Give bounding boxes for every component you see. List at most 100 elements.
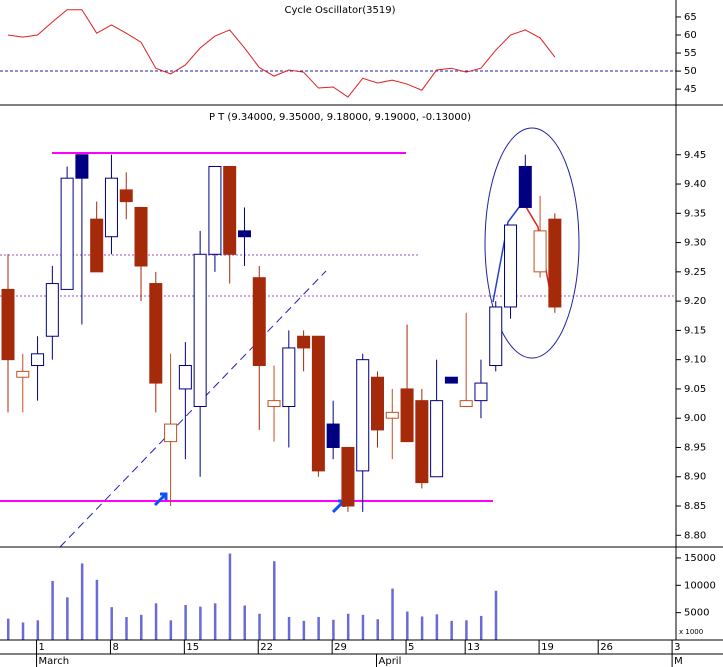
- volume-bar: [376, 619, 379, 640]
- y-tick-label: 8.90: [684, 472, 706, 483]
- marks: [1, 9, 562, 640]
- volume-bar: [7, 618, 10, 640]
- volume-bar: [346, 613, 350, 640]
- x-tick-label: 29: [334, 642, 347, 653]
- volume-bar: [140, 614, 143, 640]
- candle-body: [282, 347, 296, 407]
- candle-body: [119, 189, 133, 203]
- y-tick-label: 9.15: [684, 325, 706, 336]
- candle-body: [297, 335, 311, 349]
- candle-body: [45, 283, 59, 337]
- osc-line: [7, 9, 556, 98]
- x-tick-label: 1: [39, 642, 45, 653]
- volume-bar: [110, 607, 113, 640]
- y-tick-label: 8.85: [684, 501, 706, 512]
- y-tick-label: 55: [684, 48, 697, 59]
- volume-bar: [184, 604, 187, 640]
- month-label: M: [674, 656, 683, 667]
- x-tick-label: 5: [408, 642, 414, 653]
- x-tick-label: 15: [186, 642, 199, 653]
- volume-bar: [213, 603, 217, 640]
- candle-body: [400, 388, 414, 443]
- candle-body: [134, 206, 148, 267]
- volume-bar: [228, 553, 232, 640]
- volume-unit: x 1000: [679, 628, 703, 636]
- volume-bar: [36, 620, 40, 640]
- volume-bar: [494, 590, 498, 640]
- candle-body: [444, 376, 458, 384]
- y-tick-label: 9.35: [684, 208, 706, 219]
- candle-body: [533, 230, 547, 273]
- volume-bar: [302, 620, 306, 640]
- y-tick-label: 9.40: [684, 179, 706, 190]
- candle-body: [341, 446, 355, 507]
- y-tick-label: 9.10: [684, 355, 706, 366]
- volume-bar: [154, 603, 158, 640]
- volume-bar: [317, 617, 320, 640]
- trend-line: [59, 270, 327, 548]
- x-tick-label: 13: [467, 642, 480, 653]
- candle-body: [267, 400, 281, 407]
- candle-body: [75, 154, 89, 179]
- x-tick-label: 8: [112, 642, 118, 653]
- candle-body: [252, 277, 266, 367]
- volume-bar: [169, 620, 173, 640]
- volume-bar: [479, 615, 483, 640]
- y-tick-label: 8.80: [684, 530, 706, 541]
- x-tick-label: 22: [260, 642, 273, 653]
- month-label: March: [39, 656, 69, 667]
- volume-bar: [406, 611, 409, 640]
- price-title: P T (9.34000, 9.35000, 9.18000, 9.19000,…: [209, 112, 471, 123]
- volume-bar: [420, 616, 424, 640]
- candle-body: [385, 411, 399, 419]
- candle-body: [548, 218, 562, 308]
- y-tick-label: 45: [684, 84, 697, 95]
- volume-bar: [332, 619, 335, 640]
- volume-bar: [80, 563, 84, 640]
- candle-body: [474, 382, 488, 402]
- candle-body: [356, 359, 370, 472]
- y-tick-label: 9.25: [684, 267, 706, 278]
- y-tick-label: 9.05: [684, 384, 706, 395]
- candle-body: [164, 423, 178, 443]
- candle-body: [371, 376, 384, 431]
- candle-body: [149, 283, 163, 384]
- candle-body: [31, 353, 45, 367]
- y-tick-label: 15000: [684, 553, 716, 564]
- volume-bar: [243, 605, 246, 640]
- candle-body: [415, 400, 429, 484]
- volume-bar: [435, 614, 439, 640]
- volume-bar: [361, 614, 365, 640]
- volume-bar: [66, 597, 69, 640]
- highlight-ellipse: [484, 127, 580, 359]
- candle-body: [223, 165, 237, 255]
- candle-body: [489, 306, 503, 367]
- month-label: April: [379, 656, 402, 667]
- candle-body: [311, 335, 325, 472]
- candle-body: [430, 400, 444, 478]
- up-path: [492, 201, 524, 303]
- arrow: [153, 492, 168, 507]
- volume-bar: [21, 622, 25, 640]
- x-tick-label: 19: [541, 642, 554, 653]
- candle-body: [1, 288, 15, 361]
- y-tick-label: 9.30: [684, 238, 706, 249]
- x-tick-label: 3: [674, 642, 680, 653]
- volume-bar: [199, 606, 202, 640]
- y-tick-label: 8.95: [684, 442, 706, 453]
- down-path: [522, 201, 553, 303]
- volume-bar: [51, 580, 54, 640]
- y-tick-label: 9.00: [684, 413, 706, 424]
- candle-body: [104, 177, 118, 238]
- candle-body: [518, 165, 532, 208]
- candle-body: [237, 230, 251, 238]
- volume-bar: [258, 613, 261, 640]
- candle-body: [459, 400, 473, 407]
- candle-body: [208, 165, 222, 255]
- volume-bar: [95, 579, 99, 640]
- y-tick-label: 5000: [684, 608, 709, 619]
- y-tick-label: 10000: [684, 580, 716, 591]
